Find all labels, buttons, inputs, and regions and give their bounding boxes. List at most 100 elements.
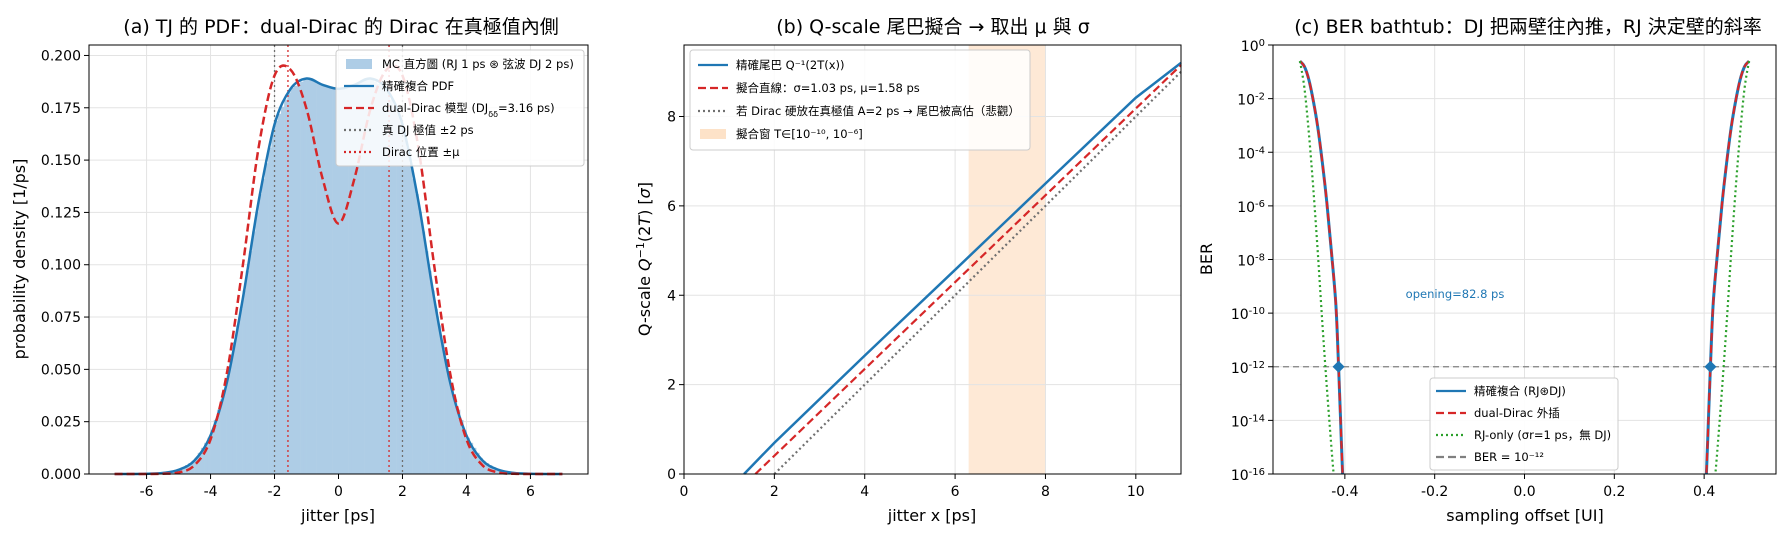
histogram-bar bbox=[428, 270, 432, 474]
histogram-bar bbox=[364, 80, 368, 475]
histogram-bar bbox=[495, 468, 499, 474]
histogram-bar bbox=[415, 194, 419, 474]
histogram-bar bbox=[290, 87, 295, 475]
panel-a-xtick-label: 2 bbox=[398, 484, 407, 500]
histogram-bar bbox=[239, 308, 243, 474]
histogram-bar bbox=[255, 211, 259, 474]
histogram-bar bbox=[444, 358, 448, 474]
histogram-bar bbox=[399, 120, 403, 475]
panel-b-xlabel: jitter x [ps] bbox=[887, 506, 976, 525]
histogram-bar bbox=[348, 86, 352, 474]
legend-label: MC 直方圖 (RJ 1 ps ⊛ 弦波 DJ 2 ps) bbox=[382, 57, 574, 71]
histogram-bar bbox=[319, 84, 323, 474]
panel-a-ytick-label: 0.150 bbox=[41, 153, 81, 169]
panel-b-ytick-label: 4 bbox=[667, 288, 676, 304]
histogram-bar bbox=[332, 87, 336, 474]
histogram-bar bbox=[216, 409, 221, 474]
panel-c-legend: 精確複合 (RJ⊛DJ) dual-Dirac 外插 RJ-only (σr=1 p… bbox=[1429, 377, 1619, 471]
histogram-bar bbox=[287, 92, 291, 474]
rj-only-bathtub-line bbox=[1714, 60, 1751, 474]
histogram-bar bbox=[418, 211, 422, 474]
panel-c-xtick-label: 0.0 bbox=[1513, 484, 1535, 500]
panel-b-xtick-label: 10 bbox=[1127, 484, 1145, 500]
panel-c-title: (c) BER bathtub：DJ 把兩壁往內推，RJ 決定壁的斜率 bbox=[1294, 16, 1761, 38]
panel-a-xtick-label: 4 bbox=[462, 484, 471, 500]
histogram-bar bbox=[376, 83, 381, 475]
histogram-bar bbox=[424, 251, 429, 474]
legend-label: RJ-only (σr=1 ps，無 DJ) bbox=[1474, 428, 1611, 442]
panel-c-ytick-label: 10-12 bbox=[1231, 359, 1265, 377]
histogram-bar bbox=[412, 178, 416, 474]
histogram-bar bbox=[344, 86, 349, 474]
histogram-bar bbox=[220, 399, 224, 474]
exact-bathtub-line bbox=[1704, 60, 1751, 474]
panel-b-xtick-label: 4 bbox=[860, 484, 869, 500]
panel-a-ytick-label: 0.050 bbox=[41, 362, 81, 378]
crossing-marker bbox=[1332, 360, 1345, 373]
histogram-bar bbox=[421, 231, 426, 474]
panel-a-title: (a) TJ 的 PDF：dual-Dirac 的 Dirac 在真極值內側 bbox=[123, 16, 558, 38]
legend-swatch bbox=[700, 129, 726, 139]
histogram-bar bbox=[463, 430, 467, 474]
histogram-bar bbox=[296, 83, 301, 475]
legend-label: 擬合窗 T∈[10⁻¹⁰, 10⁻⁶] bbox=[736, 127, 863, 141]
panel-c-xtick-label: -0.2 bbox=[1421, 484, 1448, 500]
histogram-bar bbox=[367, 79, 371, 475]
histogram-bar bbox=[328, 86, 333, 474]
histogram-bar bbox=[396, 113, 400, 474]
panel-a-xtick-label: -4 bbox=[204, 484, 218, 500]
histogram-bar bbox=[476, 452, 480, 474]
histogram-bar bbox=[485, 463, 490, 474]
histogram-bar bbox=[325, 86, 330, 474]
panel-c-ytick-label: 10-2 bbox=[1237, 91, 1265, 109]
histogram-bar bbox=[261, 178, 266, 474]
panel-b-ytick-label: 2 bbox=[667, 378, 676, 394]
histogram-bar bbox=[229, 358, 234, 474]
legend-label: 若 Dirac 硬放在真極值 A=2 ps → 尾巴被高估（悲觀） bbox=[736, 104, 1020, 118]
histogram-bar bbox=[389, 99, 394, 475]
histogram-bar bbox=[373, 81, 378, 474]
panel-b-legend: 精確尾巴 Q⁻¹(2T(x)) 擬合直線：σ=1.03 ps, μ=1.58 ps… bbox=[689, 49, 1031, 151]
panel-c-xlabel: sampling offset [UI] bbox=[1446, 506, 1603, 525]
panel-a-ytick-label: 0.025 bbox=[41, 415, 81, 431]
histogram-bar bbox=[351, 85, 355, 475]
panel-a-xtick-label: 0 bbox=[334, 484, 343, 500]
panel-a-ytick-label: 0.100 bbox=[41, 258, 81, 274]
histogram-bar bbox=[200, 447, 205, 474]
panel-c-xtick-label: 0.2 bbox=[1603, 484, 1625, 500]
histogram-bar bbox=[210, 430, 215, 474]
panel-a-ytick-label: 0.200 bbox=[41, 48, 81, 64]
histogram-bar bbox=[232, 342, 237, 474]
histogram-bar bbox=[447, 375, 451, 474]
histogram-bar bbox=[280, 106, 285, 475]
panel-b-xtick-label: 8 bbox=[1041, 484, 1050, 500]
dual-dirac-bathtub-line bbox=[1299, 60, 1344, 474]
exact-bathtub-line bbox=[1298, 60, 1345, 474]
legend-label: 真 DJ 極值 ±2 ps bbox=[382, 123, 474, 137]
histogram-bar bbox=[341, 87, 346, 474]
histogram-bar bbox=[268, 147, 272, 474]
panel-a-xlabel: jitter [ps] bbox=[300, 506, 375, 525]
legend-box bbox=[689, 49, 1031, 151]
histogram-bar bbox=[242, 290, 247, 474]
histogram-bar bbox=[460, 419, 464, 474]
dirac-at-peak-line bbox=[773, 71, 1182, 475]
legend-label: BER = 10⁻¹² bbox=[1474, 450, 1544, 464]
histogram-bar bbox=[277, 113, 282, 474]
panel-a-ytick-label: 0.075 bbox=[41, 310, 81, 326]
crossing-marker bbox=[1704, 360, 1717, 373]
histogram-bar bbox=[194, 457, 199, 474]
panel-a-ytick-label: 0.125 bbox=[41, 205, 81, 221]
histogram-bar bbox=[226, 375, 231, 474]
panel-a: (a) TJ 的 PDF：dual-Dirac 的 Dirac 在真極值內側 -… bbox=[10, 16, 589, 525]
histogram-bar bbox=[264, 163, 269, 475]
histogram-bar bbox=[306, 79, 311, 475]
histogram-bar bbox=[316, 82, 320, 474]
histogram-bar bbox=[402, 132, 406, 474]
histogram-bar bbox=[300, 81, 304, 474]
histogram-bar bbox=[322, 85, 327, 475]
histogram-bar bbox=[181, 466, 186, 474]
histogram-bar bbox=[338, 88, 342, 474]
histogram-bar bbox=[284, 99, 288, 475]
fit-line bbox=[754, 64, 1182, 475]
